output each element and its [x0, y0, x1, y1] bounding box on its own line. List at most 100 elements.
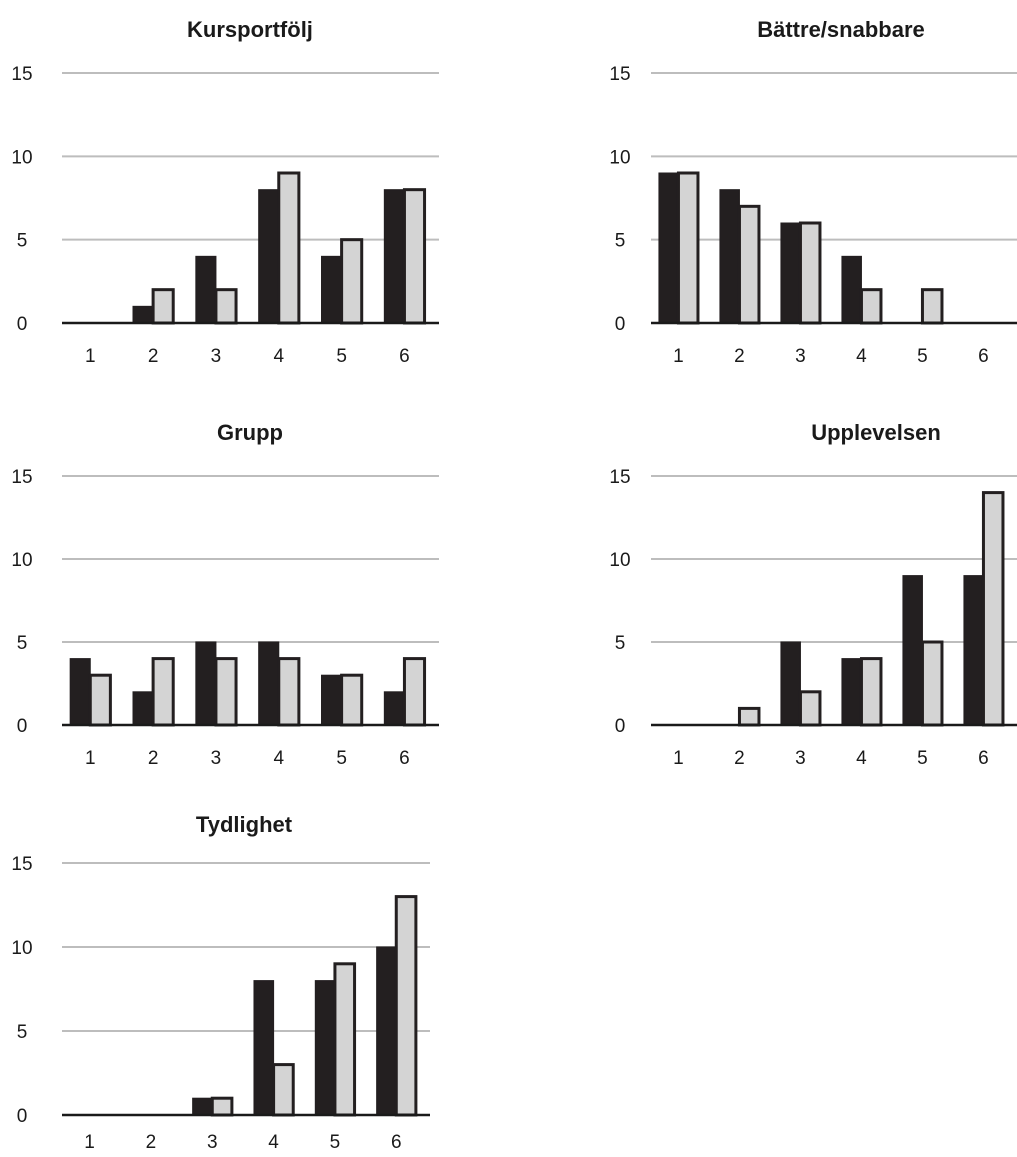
bar-series-2 [340, 673, 364, 727]
y-tick-label: 0 [17, 716, 28, 737]
x-tick-label: 2 [148, 748, 159, 769]
bar-series-1 [841, 255, 862, 324]
bar-series-2 [277, 657, 301, 727]
bar-series-1 [314, 980, 336, 1116]
bar-series-2 [859, 657, 883, 727]
bar-series-2 [402, 657, 427, 727]
bar-series-2 [676, 171, 700, 325]
y-tick-label: 5 [17, 1022, 28, 1043]
x-tick-label: 1 [85, 748, 96, 769]
x-tick-label: 6 [978, 346, 989, 367]
x-tick-label: 2 [734, 748, 745, 769]
x-tick-label: 5 [336, 748, 347, 769]
bar-series-1 [841, 658, 862, 726]
bar-series-2 [859, 288, 883, 325]
bar-series-1 [780, 641, 801, 726]
bar-series-1 [253, 980, 275, 1116]
bar-series-2 [798, 690, 822, 727]
bar-series-1 [195, 255, 217, 324]
bar-series-1 [258, 641, 280, 726]
bar-series-1 [192, 1097, 213, 1116]
y-tick-label: 5 [17, 231, 28, 252]
x-tick-label: 5 [917, 346, 928, 367]
bar-series-2 [981, 491, 1005, 727]
x-tick-label: 4 [273, 346, 284, 367]
y-tick-label: 0 [17, 314, 28, 335]
bar-series-1 [69, 658, 91, 726]
x-tick-label: 3 [211, 748, 222, 769]
y-tick-label: 15 [11, 854, 32, 875]
bar-series-2 [151, 288, 175, 325]
bar-series-1 [321, 255, 343, 324]
bar-series-1 [658, 172, 679, 324]
chart-title: Grupp [217, 420, 283, 445]
x-tick-label: 1 [673, 346, 684, 367]
y-tick-label: 15 [11, 467, 32, 488]
bar-series-2 [214, 657, 238, 727]
bar-series-2 [920, 640, 944, 727]
bar-series-2 [920, 288, 944, 325]
chart-title: Upplevelsen [811, 420, 941, 445]
y-tick-label: 10 [11, 147, 32, 168]
x-tick-label: 4 [268, 1132, 279, 1153]
y-tick-label: 5 [615, 231, 626, 252]
chart-title: Bättre/snabbare [757, 17, 925, 42]
x-tick-label: 5 [330, 1132, 341, 1153]
x-tick-label: 4 [856, 346, 867, 367]
bar-series-1 [780, 222, 801, 324]
chart-title: Tydlighet [196, 812, 293, 837]
y-tick-label: 10 [11, 938, 32, 959]
x-tick-label: 5 [917, 748, 928, 769]
bar-series-2 [340, 238, 364, 325]
chart-panel: Tydlighet 0 5 10 15 1 2 3 4 5 6 [11, 812, 430, 1153]
x-tick-label: 1 [673, 748, 684, 769]
x-tick-label: 3 [795, 748, 806, 769]
bar-series-2 [737, 706, 761, 727]
y-tick-label: 5 [615, 633, 626, 654]
bar-series-2 [737, 204, 761, 325]
chart-panel: Grupp 0 5 10 15 1 2 3 4 5 6 [11, 420, 439, 769]
bar-series-2 [88, 673, 112, 727]
bar-series-2 [394, 895, 418, 1117]
y-tick-label: 0 [615, 314, 626, 335]
y-tick-label: 15 [609, 467, 630, 488]
bar-series-2 [333, 962, 357, 1117]
chart-title: Kursportfölj [187, 17, 313, 42]
bar-series-1 [321, 674, 343, 726]
chart-panel: Bättre/snabbare 0 5 10 15 1 2 3 4 5 6 [609, 17, 1017, 367]
bar-series-2 [272, 1063, 295, 1117]
x-tick-label: 2 [146, 1132, 157, 1153]
x-tick-label: 3 [795, 346, 806, 367]
bar-series-2 [402, 188, 427, 325]
bar-series-1 [963, 575, 984, 726]
y-tick-label: 10 [609, 550, 630, 571]
x-tick-label: 6 [399, 346, 410, 367]
x-tick-label: 3 [207, 1132, 218, 1153]
x-tick-label: 5 [336, 346, 347, 367]
y-tick-label: 15 [609, 64, 630, 85]
bar-series-1 [376, 946, 397, 1116]
bar-series-1 [719, 189, 740, 324]
chart-panel: Upplevelsen 0 5 10 15 1 2 3 4 5 6 [609, 420, 1017, 769]
x-tick-label: 3 [211, 346, 222, 367]
x-tick-label: 4 [856, 748, 867, 769]
y-tick-label: 15 [11, 64, 32, 85]
bar-series-2 [214, 288, 238, 325]
bar-series-1 [383, 691, 405, 726]
bar-series-1 [132, 305, 154, 324]
y-tick-label: 0 [17, 1106, 28, 1127]
bar-series-1 [195, 641, 217, 726]
y-tick-label: 10 [609, 147, 630, 168]
x-tick-label: 1 [85, 346, 96, 367]
chart-panel: Kursportfölj 0 5 10 15 1 2 3 4 5 6 [11, 17, 439, 367]
y-tick-label: 5 [17, 633, 28, 654]
x-tick-label: 1 [84, 1132, 95, 1153]
x-tick-label: 4 [273, 748, 284, 769]
x-tick-label: 2 [734, 346, 745, 367]
x-tick-label: 6 [391, 1132, 402, 1153]
bar-series-1 [383, 189, 405, 324]
bar-series-1 [902, 575, 923, 726]
bar-series-1 [132, 691, 154, 726]
bar-series-2 [151, 657, 175, 727]
